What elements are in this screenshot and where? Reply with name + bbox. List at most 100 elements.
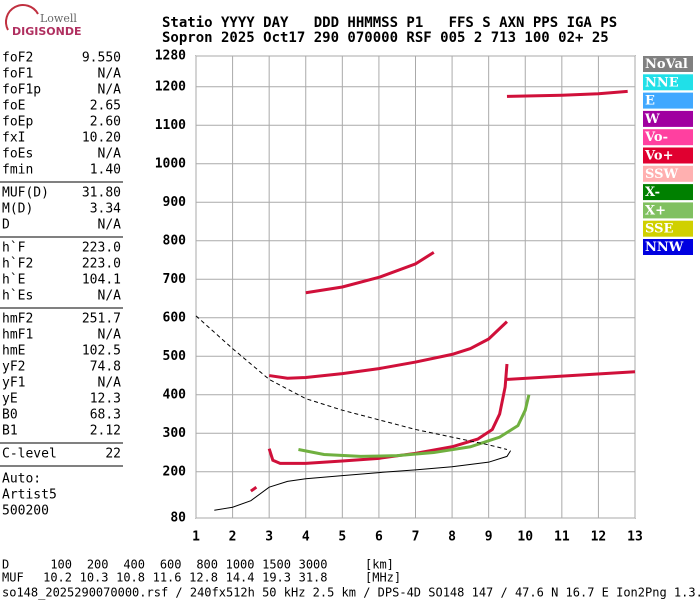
table-label: D bbox=[2, 558, 9, 572]
param-name: foE bbox=[2, 99, 25, 114]
table-value: 11.6 bbox=[153, 571, 182, 585]
param-name: h`Es bbox=[2, 289, 33, 304]
table-value: 600 bbox=[160, 558, 182, 572]
param-value: 2.12 bbox=[90, 424, 121, 439]
table-value: 14.4 bbox=[226, 571, 255, 585]
param-name: fmin bbox=[2, 163, 33, 178]
trace bbox=[305, 251, 435, 295]
param-name: hmE bbox=[2, 344, 25, 359]
param-value: 22 bbox=[105, 447, 121, 462]
param-name: fxI bbox=[2, 131, 25, 146]
param-name: MUF(D) bbox=[2, 186, 49, 201]
param-value: 251.7 bbox=[82, 312, 121, 327]
x-tick-label: 10 bbox=[517, 530, 533, 545]
auto-text: 500200 bbox=[2, 504, 49, 519]
table-value: 1000 bbox=[226, 558, 255, 572]
param-value: N/A bbox=[98, 328, 122, 343]
legend-swatch bbox=[643, 184, 693, 201]
param-value: N/A bbox=[98, 218, 122, 233]
param-name: yF1 bbox=[2, 376, 25, 391]
param-name: foEp bbox=[2, 115, 33, 130]
y-tick-label: 1100 bbox=[155, 118, 186, 133]
x-tick-label: 9 bbox=[485, 530, 493, 545]
table-value: 10.3 bbox=[80, 571, 109, 585]
x-tick-label: 5 bbox=[338, 530, 346, 545]
param-name: M(D) bbox=[2, 202, 33, 217]
param-value: N/A bbox=[98, 289, 122, 304]
header-line: Statio YYYY DAY DDD HHMMSS P1 FFS S AXN … bbox=[162, 15, 617, 31]
x-tick-label: 1 bbox=[192, 530, 200, 545]
y-tick-label: 1000 bbox=[155, 156, 186, 171]
param-value: 68.3 bbox=[90, 408, 121, 423]
param-name: yE bbox=[2, 392, 18, 407]
param-value: 9.550 bbox=[82, 51, 121, 66]
auto-text: Auto: bbox=[2, 472, 41, 487]
param-value: N/A bbox=[98, 67, 122, 82]
legend-label: NNW bbox=[645, 240, 684, 255]
legend-swatch bbox=[643, 74, 693, 91]
param-value: 3.34 bbox=[90, 202, 121, 217]
legend-label: SSW bbox=[645, 167, 678, 182]
logo-bottom: DIGISONDE bbox=[12, 25, 81, 38]
param-value: 2.65 bbox=[90, 99, 121, 114]
y-tick-label: 1280 bbox=[155, 49, 186, 64]
y-tick-label: 700 bbox=[163, 272, 187, 287]
x-tick-label: 3 bbox=[265, 530, 273, 545]
legend-label: NNE bbox=[645, 75, 679, 90]
param-value: 102.5 bbox=[82, 344, 121, 359]
param-name: B1 bbox=[2, 424, 18, 439]
trace bbox=[195, 315, 508, 450]
param-name: foF1 bbox=[2, 67, 33, 82]
param-name: foEs bbox=[2, 147, 33, 162]
table-value: 19.3 bbox=[262, 571, 291, 585]
param-value: 74.8 bbox=[90, 360, 121, 375]
y-tick-label: 400 bbox=[163, 387, 187, 402]
param-value: 1.40 bbox=[90, 163, 121, 178]
param-value: 2.60 bbox=[90, 115, 121, 130]
table-value: 1500 bbox=[262, 558, 291, 572]
legend-swatch bbox=[643, 129, 693, 146]
x-tick-label: 6 bbox=[375, 530, 383, 545]
param-value: 223.0 bbox=[82, 257, 121, 272]
legend-swatch bbox=[643, 165, 693, 182]
y-tick-label: 900 bbox=[163, 195, 187, 210]
param-value: N/A bbox=[98, 147, 122, 162]
param-name: B0 bbox=[2, 408, 18, 423]
trace bbox=[506, 89, 628, 98]
table-value: 10.2 bbox=[43, 571, 72, 585]
logo-arc bbox=[5, 4, 39, 31]
legend-swatch bbox=[643, 202, 693, 219]
x-tick-label: 12 bbox=[591, 530, 607, 545]
param-value: 223.0 bbox=[82, 241, 121, 256]
y-tick-label: 800 bbox=[163, 233, 187, 248]
param-name: hmF2 bbox=[2, 312, 33, 327]
legend-label: Vo- bbox=[644, 130, 668, 145]
legend-label: SSE bbox=[645, 222, 673, 237]
y-tick-label: 500 bbox=[163, 349, 187, 364]
legend-swatch bbox=[643, 220, 693, 237]
legend-label: NoVal bbox=[645, 57, 688, 72]
legend-label: X+ bbox=[645, 203, 666, 218]
param-name: h`F bbox=[2, 241, 26, 256]
legend-swatch bbox=[643, 110, 693, 127]
legend-swatch bbox=[643, 92, 693, 109]
x-tick-label: 2 bbox=[229, 530, 237, 545]
y-tick-label: 300 bbox=[163, 426, 187, 441]
trace bbox=[214, 450, 512, 511]
logo-top: Lowell bbox=[40, 12, 77, 25]
legend-label: X- bbox=[645, 185, 660, 200]
table-label: MUF bbox=[2, 571, 24, 585]
x-tick-label: 8 bbox=[448, 530, 456, 545]
x-tick-label: 11 bbox=[554, 530, 570, 545]
param-name: foF2 bbox=[2, 51, 33, 66]
y-tick-label: 1200 bbox=[155, 79, 186, 94]
param-name: C-level bbox=[2, 447, 57, 462]
legend-label: E bbox=[645, 94, 655, 109]
table-value: 3000 bbox=[299, 558, 328, 572]
trace bbox=[506, 370, 636, 381]
legend-label: Vo+ bbox=[644, 149, 673, 164]
param-value: N/A bbox=[98, 83, 122, 98]
y-tick-label: 200 bbox=[163, 464, 187, 479]
param-value: 12.3 bbox=[90, 392, 121, 407]
